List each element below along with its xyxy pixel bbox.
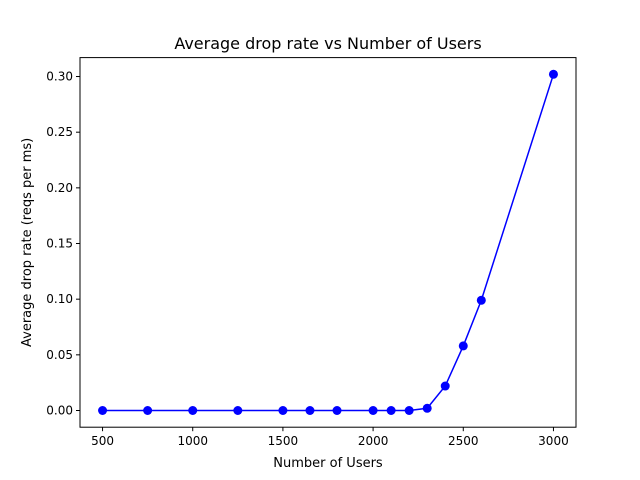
x-axis-label: Number of Users [273, 456, 383, 471]
data-point [278, 406, 288, 416]
x-tick-label: 1000 [177, 434, 208, 448]
y-axis-label: Average drop rate (reqs per ms) [20, 138, 35, 347]
y-tick-label: 0.25 [46, 125, 73, 139]
plot-area [98, 69, 558, 416]
y-tick-label: 0.05 [46, 348, 73, 362]
x-tick-label: 2000 [358, 434, 389, 448]
chart-title: Average drop rate vs Number of Users [174, 34, 481, 53]
data-point [98, 406, 108, 416]
y-tick-label: 0.00 [46, 404, 73, 418]
data-point [440, 381, 450, 391]
y-tick-label: 0.20 [46, 181, 73, 195]
axis-ticks: 500 1000 1500 2000 2500 3000 0.00 0.05 0.10 0.15 0… [46, 70, 568, 449]
data-point [143, 406, 153, 416]
data-point [548, 69, 558, 79]
x-tick-label: 2500 [448, 434, 479, 448]
data-point [386, 406, 396, 416]
data-point [305, 406, 315, 416]
series-line [102, 74, 555, 412]
data-point [422, 403, 432, 413]
data-point [233, 406, 243, 416]
x-tick-label: 3000 [538, 434, 569, 448]
y-tick-label: 0.10 [46, 292, 73, 306]
data-point [332, 406, 342, 416]
data-point [476, 295, 486, 305]
x-tick-label: 500 [91, 434, 114, 448]
x-tick-label: 1500 [268, 434, 299, 448]
data-point [458, 341, 468, 351]
data-point [404, 406, 414, 416]
data-point [188, 406, 198, 416]
data-point [368, 406, 378, 416]
axes-frame [79, 57, 577, 428]
y-tick-label: 0.30 [46, 70, 73, 84]
y-tick-label: 0.15 [46, 237, 73, 251]
